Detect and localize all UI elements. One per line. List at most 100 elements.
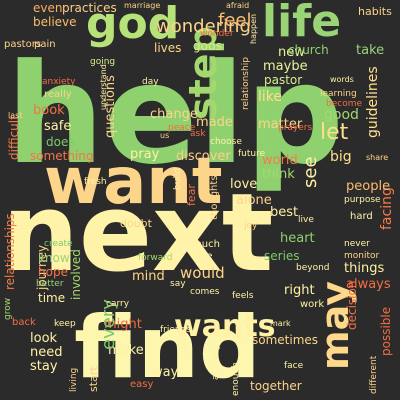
word-possible: possible [379, 306, 393, 356]
word-grow: grow [3, 297, 13, 320]
word-relationship: relationship [241, 57, 251, 110]
word-best: best [270, 205, 299, 220]
word-last: last [8, 111, 23, 120]
word-joy: joy [244, 221, 258, 231]
word-practices: practices [62, 1, 117, 15]
word-better: better [36, 279, 64, 289]
word-pray: pray [130, 147, 160, 162]
word-marriage: marriage [124, 1, 161, 10]
word-next: next [2, 171, 274, 296]
word-relationships: relationships [3, 213, 17, 290]
word-time: time [38, 291, 66, 305]
word-different: different [369, 355, 379, 394]
word-never: never [344, 239, 370, 249]
word-want: want [44, 145, 223, 219]
word-habits: habits [358, 5, 392, 18]
word-pastor: pastor [264, 73, 303, 87]
word-alone: alone [236, 193, 272, 208]
word-things: things [344, 261, 385, 276]
word-back: back [12, 317, 36, 328]
word-say: say [170, 279, 186, 289]
word-think: think [262, 167, 295, 182]
word-decision: decision [345, 280, 359, 330]
word-big: big [330, 149, 352, 165]
word-maybe: maybe [263, 59, 308, 74]
word-living: living [69, 367, 79, 392]
word-matter: matter [258, 117, 303, 132]
word-safe: safe [44, 119, 72, 134]
word-feel: feel [218, 10, 252, 31]
word-much: much [192, 239, 220, 250]
word-become: become [326, 99, 363, 109]
word-life: life [262, 0, 342, 47]
word-understand: understand [99, 64, 108, 110]
word-pain: pain [34, 39, 56, 50]
word-look: look [30, 331, 58, 346]
word-work: work [300, 299, 325, 310]
word-choose: choose [210, 137, 242, 147]
word-words: words [330, 75, 354, 84]
word-see: see [300, 156, 321, 188]
word-right: right [284, 283, 315, 298]
word-believe: believe [33, 15, 77, 29]
word-forward: forward [138, 253, 173, 263]
word-something: something [30, 149, 94, 163]
word-love: love [230, 177, 258, 192]
word-easy: easy [130, 379, 154, 390]
word-carry: carry [106, 299, 130, 309]
word-good: good [324, 107, 359, 123]
word-new: new [278, 45, 305, 60]
word-help: help [6, 34, 344, 195]
word-going: going [90, 57, 116, 67]
word-mind: mind [132, 269, 165, 284]
word-afraid: afraid [226, 1, 250, 10]
word-build: build [173, 167, 183, 190]
word-would: would [180, 264, 225, 282]
word-enough: enough [231, 362, 241, 396]
word-take: take [356, 43, 385, 58]
word-difficult: difficult [7, 115, 21, 160]
word-thoughts: thoughts [209, 175, 220, 220]
word-happen: happen [249, 13, 258, 44]
word-purpose: purpose [344, 195, 381, 205]
word-monitor: monitor [344, 251, 380, 261]
word-learning: learning [320, 89, 357, 99]
word-really: really [44, 89, 72, 100]
word-face: face [284, 361, 304, 371]
word-ask: ask [190, 129, 206, 139]
word-does: does [46, 135, 75, 149]
word-stay: stay [30, 359, 58, 374]
word-series: series [264, 249, 300, 263]
word-live: live [298, 215, 314, 225]
word-true: true [192, 251, 213, 262]
word-together: together [250, 379, 302, 393]
word-people: people [346, 179, 391, 194]
word-might: might [104, 317, 142, 332]
word-change: change [150, 107, 198, 122]
word-fresh: fresh [84, 177, 107, 187]
word-us: us [160, 131, 170, 140]
word-start: start [87, 366, 100, 392]
word-wondering: wondering [156, 16, 251, 37]
word-need: need [30, 345, 63, 360]
word-even: even [33, 1, 63, 15]
word-beyond: beyond [296, 263, 330, 273]
word-share: share [366, 153, 389, 162]
word-mark: mark [270, 319, 291, 328]
word-wonder: wonder [200, 29, 234, 39]
word-made: made [196, 115, 233, 130]
word-hard: hard [350, 211, 373, 222]
word-peace: peace [168, 123, 196, 133]
word-friends: friends [160, 325, 192, 335]
word-heart: heart [280, 231, 315, 246]
word-day: day [142, 77, 159, 87]
word-prayers: prayers [278, 123, 313, 133]
word-sometimes: sometimes [252, 333, 319, 347]
word-gods: gods [193, 39, 222, 53]
word-always: always [346, 277, 391, 292]
word-doubt: doubt [120, 217, 152, 230]
word-know: know [38, 251, 70, 265]
word-world: world [262, 153, 298, 168]
word-make: make [108, 343, 144, 358]
